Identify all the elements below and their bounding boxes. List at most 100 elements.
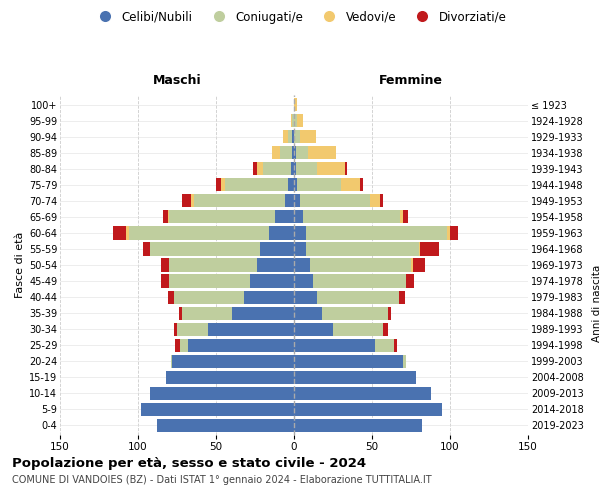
Bar: [280, 146, 292, 160]
Bar: [333, 322, 383, 336]
Bar: [403, 210, 408, 224]
Bar: [294, 274, 313, 287]
Bar: [370, 194, 380, 207]
Bar: [182, 306, 232, 320]
Bar: [174, 322, 177, 336]
Bar: [388, 306, 391, 320]
Bar: [167, 290, 174, 304]
Bar: [375, 338, 394, 352]
Bar: [221, 178, 226, 192]
Bar: [294, 386, 431, 400]
Bar: [163, 210, 167, 224]
Bar: [313, 274, 406, 287]
Bar: [380, 194, 383, 207]
Bar: [294, 419, 422, 432]
Bar: [157, 419, 294, 432]
Bar: [194, 194, 284, 207]
Y-axis label: Fasce di età: Fasce di età: [14, 232, 25, 298]
Bar: [177, 322, 208, 336]
Bar: [263, 162, 291, 175]
Bar: [125, 226, 128, 239]
Bar: [232, 306, 294, 320]
Bar: [174, 290, 244, 304]
Bar: [257, 258, 294, 272]
Bar: [450, 226, 458, 239]
Text: COMUNE DI VANDOIES (BZ) - Dati ISTAT 1° gennaio 2024 - Elaborazione TUTTITALIA.I: COMUNE DI VANDOIES (BZ) - Dati ISTAT 1° …: [12, 475, 431, 485]
Bar: [413, 258, 425, 272]
Bar: [216, 178, 221, 192]
Bar: [294, 370, 416, 384]
Bar: [383, 322, 388, 336]
Bar: [294, 178, 297, 192]
Bar: [291, 162, 294, 175]
Bar: [294, 194, 300, 207]
Bar: [284, 194, 294, 207]
Bar: [257, 162, 263, 175]
Bar: [359, 178, 362, 192]
Bar: [172, 354, 294, 368]
Bar: [151, 242, 260, 256]
Bar: [151, 386, 294, 400]
Bar: [394, 338, 397, 352]
Bar: [294, 322, 333, 336]
Bar: [294, 242, 307, 256]
Bar: [179, 306, 182, 320]
Bar: [406, 274, 414, 287]
Bar: [182, 194, 191, 207]
Bar: [169, 258, 257, 272]
Bar: [141, 403, 294, 416]
Bar: [294, 354, 403, 368]
Bar: [294, 258, 310, 272]
Bar: [128, 226, 269, 239]
Bar: [304, 210, 400, 224]
Bar: [191, 194, 194, 207]
Text: Anni di nascita: Anni di nascita: [592, 265, 600, 342]
Bar: [317, 290, 398, 304]
Bar: [188, 338, 294, 352]
Bar: [113, 226, 125, 239]
Bar: [317, 162, 346, 175]
Bar: [294, 290, 317, 304]
Bar: [292, 114, 294, 127]
Text: Maschi: Maschi: [152, 74, 202, 87]
Bar: [161, 258, 169, 272]
Bar: [322, 306, 388, 320]
Bar: [294, 226, 307, 239]
Bar: [294, 130, 300, 143]
Bar: [143, 242, 151, 256]
Bar: [244, 290, 294, 304]
Bar: [294, 403, 442, 416]
Bar: [260, 242, 294, 256]
Bar: [208, 322, 294, 336]
Bar: [294, 338, 375, 352]
Bar: [307, 226, 447, 239]
Bar: [167, 210, 169, 224]
Legend: Celibi/Nubili, Coniugati/e, Vedovi/e, Divorziati/e: Celibi/Nubili, Coniugati/e, Vedovi/e, Di…: [89, 6, 511, 28]
Bar: [250, 274, 294, 287]
Bar: [300, 194, 370, 207]
Bar: [421, 242, 439, 256]
Bar: [411, 258, 413, 272]
Bar: [447, 226, 450, 239]
Bar: [296, 162, 317, 175]
Bar: [294, 98, 297, 111]
Bar: [296, 146, 308, 160]
Bar: [292, 130, 294, 143]
Bar: [180, 338, 188, 352]
Bar: [288, 178, 294, 192]
Text: Femmine: Femmine: [379, 74, 443, 87]
Bar: [308, 146, 336, 160]
Bar: [300, 130, 316, 143]
Bar: [175, 338, 180, 352]
Bar: [272, 146, 280, 160]
Bar: [269, 226, 294, 239]
Bar: [419, 242, 421, 256]
Bar: [341, 178, 359, 192]
Bar: [283, 130, 288, 143]
Bar: [403, 354, 406, 368]
Bar: [169, 210, 275, 224]
Bar: [294, 146, 296, 160]
Bar: [288, 130, 292, 143]
Bar: [294, 114, 297, 127]
Bar: [166, 370, 294, 384]
